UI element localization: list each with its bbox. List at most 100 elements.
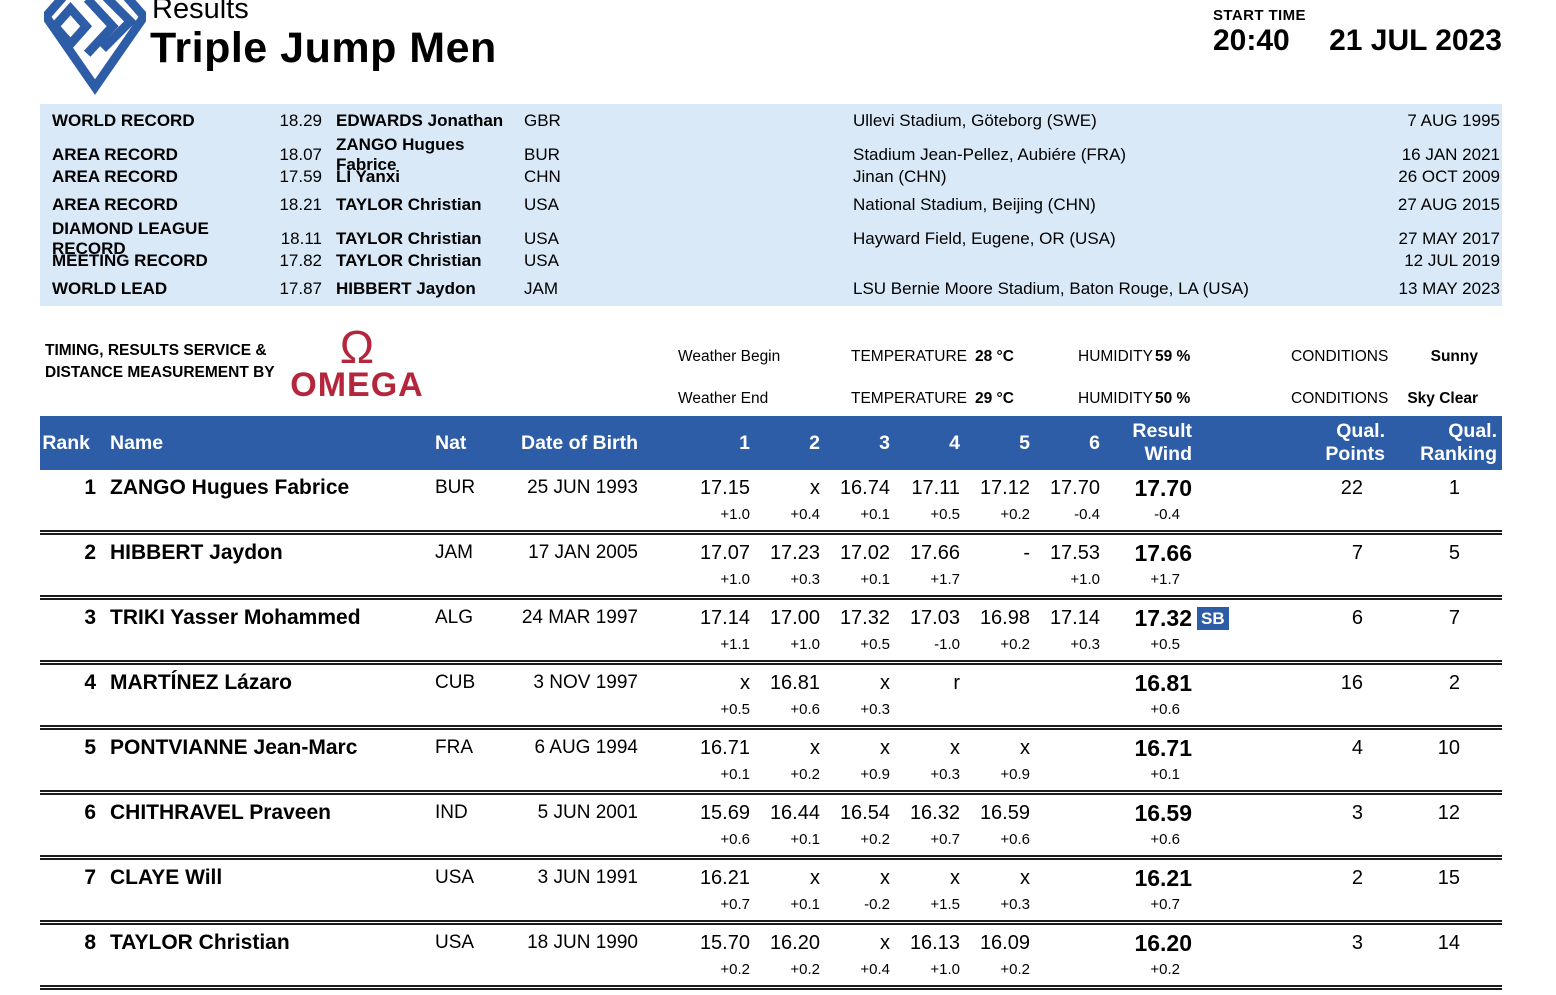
rank-cell: 1 <box>40 470 100 530</box>
attempt-wind: +0.3 <box>790 571 820 588</box>
header-name: Name <box>100 416 425 470</box>
attempt-1-cell: 17.15 +1.0 <box>690 470 760 530</box>
nationality-value: IND <box>435 802 468 823</box>
results-table-body: 1 ZANGO Hugues Fabrice BUR 25 JUN 1993 1… <box>40 470 1502 990</box>
rank-value: 2 <box>84 541 96 564</box>
attempt-wind: +1.5 <box>930 896 960 913</box>
attempt-mark: x <box>950 866 960 889</box>
attempt-wind: -1.0 <box>934 636 960 653</box>
record-type: WORLD LEAD <box>52 279 168 298</box>
qual-ranking-value: 1 <box>1448 476 1460 499</box>
event-title: Triple Jump Men <box>150 24 497 72</box>
attempt-wind: +0.7 <box>720 896 750 913</box>
record-type: WORLD RECORD <box>52 111 195 130</box>
conditions-label: CONDITIONS <box>1291 390 1389 407</box>
attempt-wind: -0.2 <box>864 896 890 913</box>
attempt-wind: +0.6 <box>790 701 820 718</box>
qual-ranking-value: 14 <box>1437 931 1460 954</box>
header-qual-points: Qual. Points <box>1240 416 1390 470</box>
record-mark: 18.21 <box>279 195 322 214</box>
attempt-5-cell <box>970 665 1040 725</box>
badge-cell <box>1192 730 1240 790</box>
record-date: 26 OCT 2009 <box>1398 167 1500 186</box>
header-attempt-2-label: 2 <box>809 431 820 454</box>
diamond-league-logo-icon <box>44 0 146 95</box>
record-holder: ZANGO Hugues Fabrice <box>336 135 465 174</box>
attempt-mark: 17.23 <box>769 541 820 564</box>
nationality-cell: CUB <box>425 665 513 725</box>
attempt-mark: 17.66 <box>909 541 960 564</box>
record-holder: TAYLOR Christian <box>336 195 482 214</box>
record-nationality: BUR <box>524 145 560 164</box>
attempt-6-cell <box>1040 925 1110 985</box>
dob-value: 3 NOV 1997 <box>533 672 638 693</box>
result-row: 5 PONTVIANNE Jean-Marc FRA 6 AUG 1994 16… <box>40 730 1502 795</box>
qual-ranking-cell: 1 <box>1390 470 1502 530</box>
result-row: 7 CLAYE Will USA 3 JUN 1991 16.21 +0.7 x… <box>40 860 1502 925</box>
attempt-3-cell: 16.74 +0.1 <box>830 470 900 530</box>
result-mark: 16.59 <box>1134 799 1192 826</box>
athlete-name: CLAYE Will <box>110 866 223 889</box>
attempt-wind <box>1040 831 1110 855</box>
record-date: 27 AUG 2015 <box>1397 195 1500 214</box>
attempt-4-cell: 17.66 +1.7 <box>900 535 970 595</box>
attempt-wind: +0.3 <box>1000 896 1030 913</box>
dob-cell: 6 AUG 1994 <box>513 730 638 790</box>
record-nationality: GBR <box>524 111 561 130</box>
result-cell: 16.20 +0.2 <box>1110 925 1192 985</box>
attempt-wind: +0.9 <box>860 766 890 783</box>
attempt-wind: +0.5 <box>720 701 750 718</box>
nationality-value: JAM <box>435 542 473 563</box>
attempt-1-cell: x +0.5 <box>690 665 760 725</box>
result-cell: 17.32 +0.5 <box>1110 600 1192 660</box>
header-wind-label: Wind <box>1144 443 1192 465</box>
rank-cell: 8 <box>40 925 100 985</box>
record-mark: 18.29 <box>279 111 322 130</box>
record-nationality: USA <box>524 229 559 248</box>
temperature-value: 29 °C <box>975 390 1014 407</box>
qual-points-value: 2 <box>1351 866 1363 889</box>
event-date: 21 JUL 2023 <box>1329 24 1502 57</box>
dob-cell: 5 JUN 2001 <box>513 795 638 855</box>
attempt-wind: +0.2 <box>720 961 750 978</box>
result-wind: +0.1 <box>1150 766 1180 783</box>
conditions-value: Sky Clear <box>1407 390 1478 407</box>
weather-end-label: Weather End <box>678 390 769 407</box>
attempt-wind: +0.1 <box>860 506 890 523</box>
record-venue: Hayward Field, Eugene, OR (USA) <box>853 229 1116 248</box>
header-attempt-1-label: 1 <box>739 431 750 454</box>
attempt-wind: +0.1 <box>790 831 820 848</box>
row-spacer <box>638 795 690 855</box>
nationality-cell: USA <box>425 860 513 920</box>
header-qual-ranking: Qual. Ranking <box>1390 416 1502 470</box>
attempt-2-cell: 16.81 +0.6 <box>760 665 830 725</box>
header-attempt-5: 5 <box>970 416 1040 470</box>
attempt-3-cell: x +0.9 <box>830 730 900 790</box>
result-wind: +0.5 <box>1150 636 1180 653</box>
attempt-mark: x <box>880 931 890 954</box>
qual-ranking-value: 12 <box>1437 801 1460 824</box>
record-mark: 17.82 <box>279 251 322 270</box>
record-type: AREA RECORD <box>52 167 178 186</box>
attempt-wind: -0.4 <box>1074 506 1100 523</box>
result-mark: 16.71 <box>1134 734 1192 761</box>
dob-value: 5 JUN 2001 <box>537 802 638 823</box>
athlete-name: ZANGO Hugues Fabrice <box>110 476 350 499</box>
humidity-label: HUMIDITY <box>1078 348 1153 365</box>
attempt-6-cell: 17.14 +0.3 <box>1040 600 1110 660</box>
athlete-name: MARTÍNEZ Lázaro <box>110 671 293 694</box>
attempt-1-cell: 17.14 +1.1 <box>690 600 760 660</box>
record-date: 16 JAN 2021 <box>1401 145 1500 164</box>
header-attempt-3: 3 <box>830 416 900 470</box>
dob-cell: 17 JAN 2005 <box>513 535 638 595</box>
attempt-wind <box>1040 766 1110 790</box>
attempt-mark: 16.98 <box>979 606 1030 629</box>
attempt-wind <box>970 701 1040 725</box>
attempt-mark: 17.03 <box>909 606 960 629</box>
result-cell: 17.70 -0.4 <box>1110 470 1192 530</box>
qual-points-value: 3 <box>1351 931 1363 954</box>
record-nationality: USA <box>524 195 559 214</box>
nationality-cell: ALG <box>425 600 513 660</box>
athlete-name-cell: CLAYE Will <box>100 860 425 920</box>
record-type: AREA RECORD <box>52 195 178 214</box>
